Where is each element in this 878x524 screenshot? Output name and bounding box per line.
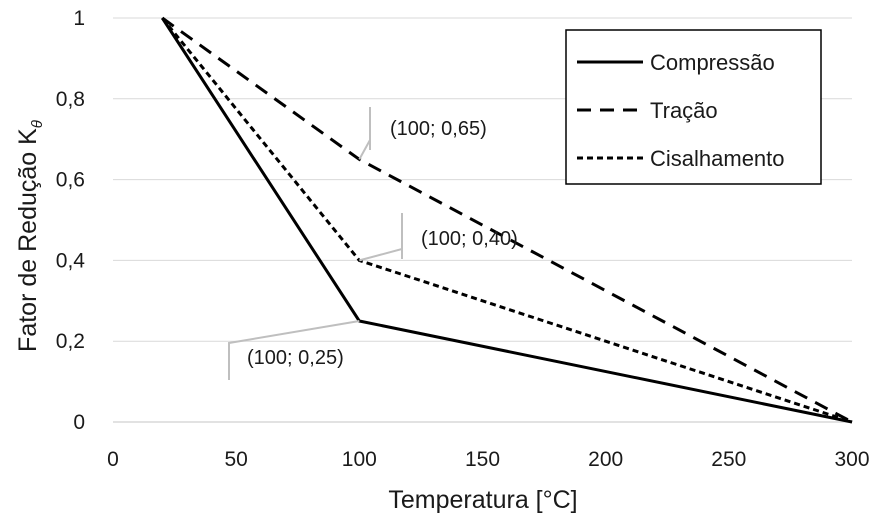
annotation-leader <box>358 107 371 160</box>
x-tick-label: 200 <box>588 448 623 471</box>
x-tick-label: 100 <box>342 448 377 471</box>
legend: Compressão Tração Cisalhamento <box>565 29 822 185</box>
y-tick-label: 0,2 <box>56 330 85 353</box>
data-label: (100; 0,65) <box>390 118 487 140</box>
x-tick-label: 300 <box>834 448 869 471</box>
y-tick-label: 0 <box>73 411 85 434</box>
legend-label: Cisalhamento <box>650 146 785 171</box>
y-axis-title-main: Fator de Redução K <box>14 128 42 352</box>
annotations: (100; 0,65) (100; 0,40) (100; 0,25) <box>228 107 518 380</box>
data-label: (100; 0,40) <box>421 228 518 250</box>
series-line <box>161 16 853 424</box>
annotation-leader <box>228 320 360 380</box>
axis-labels: Temperatura [°C] Fator de Redução Kθ <box>14 120 578 514</box>
series-line <box>161 17 853 424</box>
annotation-leader <box>359 213 403 262</box>
x-tick-label: 150 <box>465 448 500 471</box>
x-tick-label: 0 <box>107 448 119 471</box>
x-tick-label: 250 <box>711 448 746 471</box>
y-tick-label: 1 <box>73 7 85 30</box>
legend-label: Compressão <box>650 50 775 75</box>
data-label: (100; 0,25) <box>247 347 344 369</box>
x-axis-title: Temperatura [°C] <box>388 486 577 514</box>
y-tick-label: 0,4 <box>56 249 86 272</box>
y-tick-label: 0,8 <box>56 88 85 111</box>
y-axis-title-sub: θ <box>29 120 46 128</box>
y-tick-label: 0,6 <box>56 169 85 192</box>
x-tick-label: 50 <box>224 448 247 471</box>
y-axis-title: Fator de Redução Kθ <box>14 120 46 352</box>
axes: 0 0,2 0,4 0,6 0,8 1 0 50 100 150 200 250 300 <box>56 7 870 471</box>
legend-label: Tração <box>650 98 718 123</box>
legend-box <box>565 29 822 185</box>
